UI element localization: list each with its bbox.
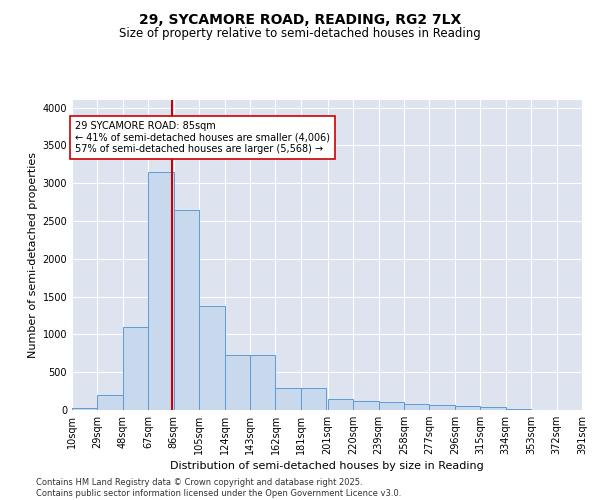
Text: Size of property relative to semi-detached houses in Reading: Size of property relative to semi-detach… [119, 28, 481, 40]
Bar [455, 406, 480, 410]
Bar [97, 395, 123, 410]
Bar [301, 388, 326, 410]
Y-axis label: Number of semi-detached properties: Number of semi-detached properties [28, 152, 38, 358]
Bar [72, 408, 97, 410]
Bar [250, 355, 275, 410]
Bar [430, 406, 455, 410]
Bar [506, 409, 531, 410]
Bar [174, 210, 199, 410]
Bar [353, 401, 379, 410]
Bar [404, 404, 430, 410]
Bar [148, 172, 174, 410]
Bar [224, 355, 250, 410]
Text: 29, SYCAMORE ROAD, READING, RG2 7LX: 29, SYCAMORE ROAD, READING, RG2 7LX [139, 12, 461, 26]
Text: 29 SYCAMORE ROAD: 85sqm
← 41% of semi-detached houses are smaller (4,006)
57% of: 29 SYCAMORE ROAD: 85sqm ← 41% of semi-de… [74, 121, 329, 154]
Bar [275, 388, 301, 410]
Text: Contains HM Land Registry data © Crown copyright and database right 2025.
Contai: Contains HM Land Registry data © Crown c… [36, 478, 401, 498]
Bar [480, 407, 506, 410]
Bar [199, 306, 224, 410]
Bar [328, 398, 353, 410]
Bar [123, 327, 148, 410]
X-axis label: Distribution of semi-detached houses by size in Reading: Distribution of semi-detached houses by … [170, 462, 484, 471]
Bar [379, 402, 404, 410]
